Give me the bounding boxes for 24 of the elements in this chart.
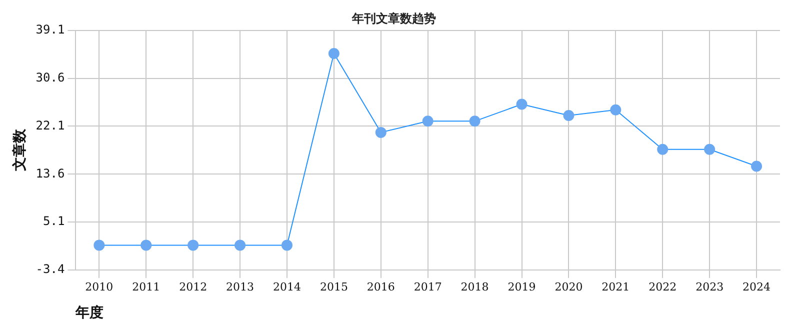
x-tick-label: 2024: [742, 280, 771, 294]
x-tick-label: 2014: [272, 280, 301, 294]
x-tick-label: 2023: [696, 280, 724, 294]
x-tick-label: 2019: [508, 280, 536, 294]
x-axis-title: 年度: [74, 304, 104, 322]
x-tick-label: 2022: [648, 280, 677, 294]
x-tick-label: 2012: [179, 280, 208, 294]
x-tick-label: 2010: [85, 280, 114, 294]
x-tick-label: 2011: [132, 280, 160, 294]
y-tick-label: 39.1: [36, 22, 65, 37]
y-axis-title: 文章数: [11, 128, 28, 172]
x-tick-label: 2016: [366, 280, 395, 294]
y-tick-label: 30.6: [36, 70, 65, 84]
chart-title: 年刊文章数趋势: [351, 11, 436, 26]
x-tick-label: 2017: [414, 280, 442, 294]
x-tick-label: 2018: [460, 280, 489, 294]
y-tick-label: -3.4: [36, 262, 65, 276]
x-tick-label: 2015: [320, 280, 348, 294]
y-tick-label: 5.1: [43, 214, 65, 228]
y-tick-label: 13.6: [36, 166, 65, 180]
x-tick-label: 2013: [226, 280, 254, 294]
x-tick-label: 2020: [554, 280, 583, 294]
y-tick-label: 22.1: [36, 118, 65, 132]
x-tick-label: 2021: [602, 280, 630, 294]
